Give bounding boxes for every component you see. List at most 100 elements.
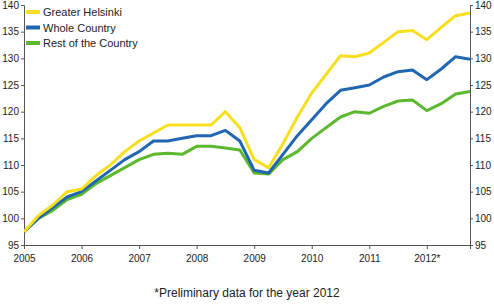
legend-label: Whole Country <box>43 22 116 34</box>
tick: 2011 <box>359 245 381 264</box>
tick-mark <box>21 245 24 246</box>
tick: 95 <box>8 240 24 251</box>
tick-mark <box>470 5 473 6</box>
tick-label: 100 <box>2 213 19 224</box>
tick-mark <box>139 245 140 249</box>
tick-label: 95 <box>475 240 487 251</box>
tick-mark <box>470 58 473 59</box>
tick: 100 <box>470 213 492 224</box>
tick-label: 115 <box>3 133 19 144</box>
tick-label: 135 <box>2 26 19 37</box>
tick: 110 <box>3 160 24 171</box>
tick-mark <box>24 245 25 249</box>
x-axis: 2005 2006 2007 2008 2009 2010 2011 2012* <box>13 245 470 264</box>
axis-line <box>21 6 25 246</box>
legend-swatch <box>26 10 40 14</box>
legend-swatch <box>26 41 40 45</box>
tick-label: 115 <box>475 133 491 144</box>
footnote: *Preliminary data for the year 2012 <box>154 286 340 300</box>
tick-mark <box>470 218 473 219</box>
tick: 135 <box>470 26 492 37</box>
chart: 95 100 105 110 115 120 125 130 135 140 95 100 105 110… <box>0 0 494 304</box>
tick: 2012* <box>414 245 440 264</box>
legend-label: Greater Helsinki <box>43 6 122 18</box>
tick-mark <box>470 165 473 166</box>
tick: 95 <box>470 240 487 251</box>
tick-label: 130 <box>2 53 19 64</box>
tick-label: 2012* <box>414 253 440 264</box>
tick-label: 110 <box>3 160 19 171</box>
legend-swatch <box>26 26 40 30</box>
axis-line <box>25 246 471 250</box>
tick-label: 140 <box>2 0 19 11</box>
tick-mark <box>470 85 473 86</box>
tick-label: 140 <box>475 0 492 11</box>
tick: 125 <box>2 80 24 91</box>
tick-mark <box>21 165 24 166</box>
tick-mark <box>369 245 370 249</box>
tick-label: 125 <box>2 80 19 91</box>
tick-label: 135 <box>475 26 492 37</box>
tick: 115 <box>470 133 491 144</box>
tick: 135 <box>2 26 24 37</box>
series-line <box>24 13 470 232</box>
tick-mark <box>470 192 473 193</box>
tick-label: 100 <box>475 213 492 224</box>
tick-label: 95 <box>8 240 20 251</box>
tick-label: 2005 <box>13 253 36 264</box>
tick: 115 <box>3 133 24 144</box>
tick-mark <box>470 32 473 33</box>
tick: 130 <box>2 53 24 64</box>
tick-label: 2011 <box>359 253 381 264</box>
tick-mark <box>21 112 24 113</box>
tick-mark <box>21 32 24 33</box>
tick-mark <box>254 245 255 249</box>
tick-mark <box>21 138 24 139</box>
lines <box>24 13 470 232</box>
tick-mark <box>470 112 473 113</box>
tick: 130 <box>470 53 492 64</box>
tick-mark <box>470 138 473 139</box>
tick: 100 <box>2 213 24 224</box>
tick: 140 <box>2 0 24 11</box>
legend: Greater Helsinki Whole Country Rest of the… <box>26 6 138 49</box>
axis-line <box>471 6 474 246</box>
tick: 2008 <box>186 245 209 264</box>
tick-mark <box>21 85 24 86</box>
series-line <box>24 91 470 231</box>
tick: 120 <box>2 106 24 117</box>
tick: 140 <box>470 0 492 11</box>
tick-label: 2009 <box>244 253 267 264</box>
tick: 105 <box>470 186 492 197</box>
tick: 2006 <box>71 245 94 264</box>
tick-label: 2007 <box>128 253 151 264</box>
tick-mark <box>197 245 198 249</box>
tick-mark <box>427 245 428 249</box>
legend-label: Rest of the Country <box>43 37 138 49</box>
tick-label: 2008 <box>186 253 209 264</box>
tick: 2005 <box>13 245 36 264</box>
tick-mark <box>21 58 24 59</box>
tick-mark <box>312 245 313 249</box>
tick-label: 2010 <box>301 253 324 264</box>
y-axis: 95 100 105 110 115 120 125 130 135 140 <box>2 0 24 251</box>
tick: 2009 <box>244 245 267 264</box>
tick: 2007 <box>128 245 151 264</box>
tick-label: 110 <box>475 160 491 171</box>
tick: 120 <box>470 106 492 117</box>
tick: 110 <box>470 160 491 171</box>
tick-mark <box>21 218 24 219</box>
y2-axis: 95 100 105 110 115 120 125 130 135 140 <box>470 0 492 251</box>
tick-label: 2006 <box>71 253 94 264</box>
tick-mark <box>21 192 24 193</box>
tick: 2010 <box>301 245 324 264</box>
tick-mark <box>21 5 24 6</box>
tick-label: 125 <box>475 80 492 91</box>
tick-label: 105 <box>2 186 19 197</box>
tick-label: 120 <box>475 106 492 117</box>
tick: 105 <box>2 186 24 197</box>
tick-label: 105 <box>475 186 492 197</box>
tick-label: 120 <box>2 106 19 117</box>
tick: 125 <box>470 80 492 91</box>
tick-label: 130 <box>475 53 492 64</box>
